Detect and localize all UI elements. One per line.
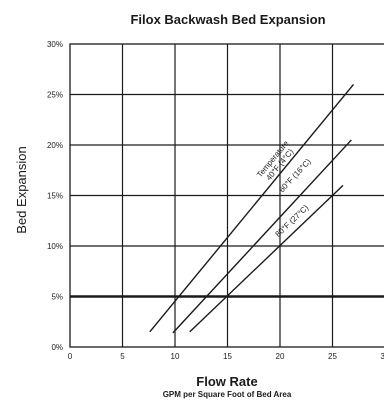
x-tick-label: 30 bbox=[381, 352, 384, 361]
chart-grid bbox=[69, 43, 384, 348]
series-line-3 bbox=[189, 184, 344, 333]
y-tick-label: 25% bbox=[47, 91, 63, 100]
series-line-1 bbox=[149, 83, 355, 333]
chart-title: Filox Backwash Bed Expansion bbox=[130, 12, 325, 27]
y-tick-label: 0% bbox=[51, 343, 63, 352]
series-line-2 bbox=[172, 139, 352, 334]
x-tick-label: 20 bbox=[276, 352, 285, 361]
x-axis-sublabel: GPM per Square Foot of Bed Area bbox=[163, 390, 292, 399]
y-tick-label: 5% bbox=[51, 293, 63, 302]
y-tick-label: 20% bbox=[47, 141, 63, 150]
x-tick-label: 25 bbox=[328, 352, 337, 361]
y-tick-label: 30% bbox=[47, 40, 63, 49]
x-tick-label: 5 bbox=[120, 352, 125, 361]
y-tick-label: 15% bbox=[47, 192, 63, 201]
x-tick-label: 0 bbox=[68, 352, 73, 361]
x-axis-label: Flow Rate bbox=[196, 374, 257, 389]
chart-ticks: 0 5 10 15 20 25 30 0% 5% 10% 15% 20% 25% 30% bbox=[47, 40, 384, 361]
y-tick-label: 10% bbox=[47, 242, 63, 251]
y-axis-label: Bed Expansion bbox=[14, 146, 29, 233]
chart-series bbox=[149, 83, 355, 334]
x-tick-label: 10 bbox=[171, 352, 180, 361]
x-tick-label: 15 bbox=[223, 352, 232, 361]
